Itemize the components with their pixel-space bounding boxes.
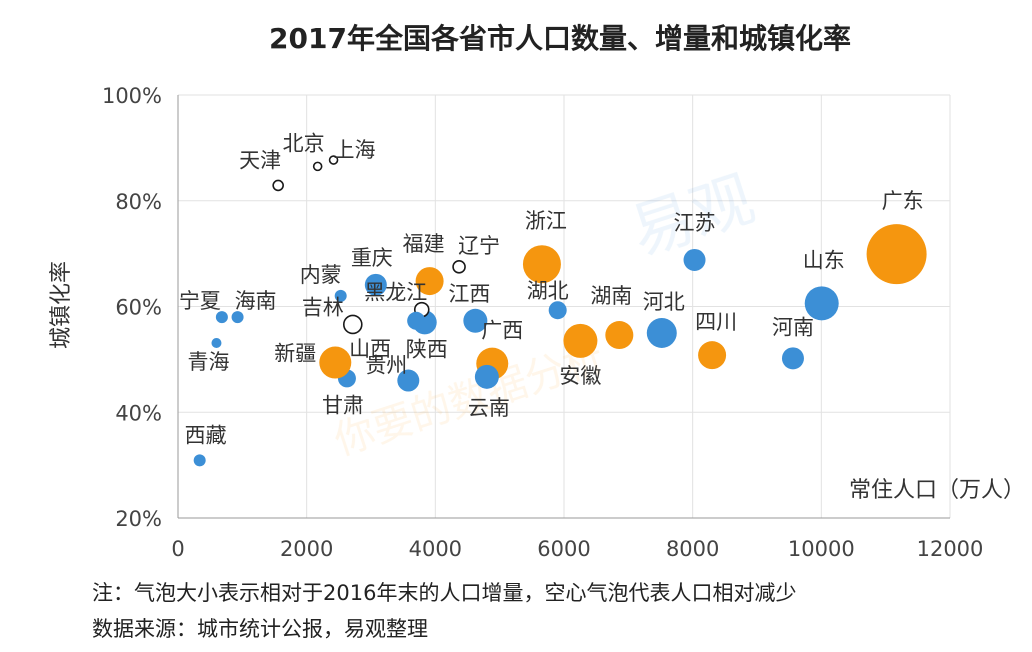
bubble-label: 浙江 [525, 209, 567, 233]
bubble-label: 湖南 [590, 284, 632, 308]
bubble-label: 内蒙 [300, 263, 342, 287]
bubble-label: 山西 [349, 337, 391, 361]
bubble-label: 吉林 [302, 295, 344, 319]
bubble-label: 新疆 [274, 342, 316, 366]
x-axis-label: 常住人口（万人） [849, 478, 1025, 503]
bubble-福建 [415, 267, 444, 296]
chart-title: 2017年全国各省市人口数量、增量和城镇化率 [269, 22, 851, 55]
bubble-label: 青海 [187, 350, 229, 374]
bubble-label: 湖北 [527, 279, 569, 303]
bubble-label: 辽宁 [458, 234, 500, 258]
bubble-青海 [211, 337, 222, 348]
x-tick-label: 10000 [788, 537, 855, 561]
bubble-label: 山东 [803, 248, 845, 272]
source-note: 数据来源：城市统计公报，易观整理 [92, 617, 428, 641]
bubble-河北 [646, 317, 677, 348]
bubble-西藏 [193, 454, 206, 467]
bubble-江苏 [683, 248, 706, 271]
bubble-重庆 [364, 273, 387, 296]
bubble-安徽 [563, 323, 598, 358]
bubble-贵州 [397, 369, 420, 392]
bubble-label: 陕西 [406, 337, 448, 361]
bubble-北京 [312, 161, 323, 172]
bubble-山东 [804, 286, 839, 321]
x-tick-label: 0 [171, 537, 184, 561]
bubble-内蒙 [334, 289, 347, 302]
bubble-浙江 [522, 245, 561, 284]
bubble-湖北 [548, 301, 567, 320]
bubble-label: 天津 [239, 148, 281, 172]
x-tick-label: 6000 [537, 537, 590, 561]
y-tick-label: 80% [115, 190, 162, 214]
bubble-label: 北京 [283, 131, 325, 155]
bubble-label: 甘肃 [322, 393, 364, 417]
bubble-上海 [328, 155, 339, 165]
bubble-label: 江西 [448, 282, 490, 306]
bubble-label: 云南 [468, 396, 510, 420]
bubble-山西 [407, 311, 426, 330]
bubble-label: 广西 [481, 319, 523, 343]
y-axis-label: 城镇化率 [49, 261, 74, 349]
y-tick-label: 60% [115, 296, 162, 320]
x-tick-label: 8000 [666, 537, 719, 561]
x-tick-label: 4000 [409, 537, 462, 561]
bubble-河南 [781, 347, 804, 370]
bubble-江西 [463, 308, 488, 333]
bubbles [193, 155, 927, 467]
bubble-label: 上海 [334, 138, 376, 162]
bubble-label: 重庆 [351, 246, 393, 270]
bubble-湖南 [605, 321, 634, 350]
y-tick-label: 20% [115, 507, 162, 531]
bubble-label: 贵州 [365, 354, 407, 378]
x-tick-label: 2000 [280, 537, 333, 561]
bubble-label: 四川 [695, 310, 737, 334]
y-tick-labels: 20% 40% 60% 80% 100% [102, 84, 162, 531]
bubble-label: 广东 [882, 189, 924, 213]
bubble-云南 [474, 364, 499, 389]
bubble-新疆 [319, 346, 352, 379]
bubble-label: 黑龙江 [364, 281, 427, 305]
bubble-label: 安徽 [559, 364, 601, 388]
bubble-辽宁 [452, 260, 466, 274]
bubble-label: 河南 [772, 315, 814, 339]
bubble-四川 [698, 341, 727, 370]
bubble-label: 江苏 [674, 211, 716, 235]
bubble-天津 [272, 179, 284, 192]
y-tick-label: 100% [102, 84, 162, 108]
bubble-宁夏 [215, 311, 228, 324]
bubble-海南 [231, 311, 244, 324]
bubble-label: 西藏 [185, 423, 227, 447]
footnote: 注：气泡大小表示相对于2016年末的人口增量，空心气泡代表人口相对减少 [92, 581, 796, 605]
bubble-广东 [866, 224, 927, 285]
bubble-label: 河北 [643, 290, 685, 314]
bubble-label: 福建 [403, 232, 445, 256]
bubble-label: 宁夏 [179, 289, 221, 313]
x-tick-labels: 0 2000 4000 6000 8000 10000 12000 [171, 537, 983, 561]
bubble-吉林 [342, 314, 363, 335]
bubble-label: 海南 [235, 289, 277, 313]
y-tick-label: 40% [115, 401, 162, 425]
x-tick-label: 12000 [917, 537, 984, 561]
